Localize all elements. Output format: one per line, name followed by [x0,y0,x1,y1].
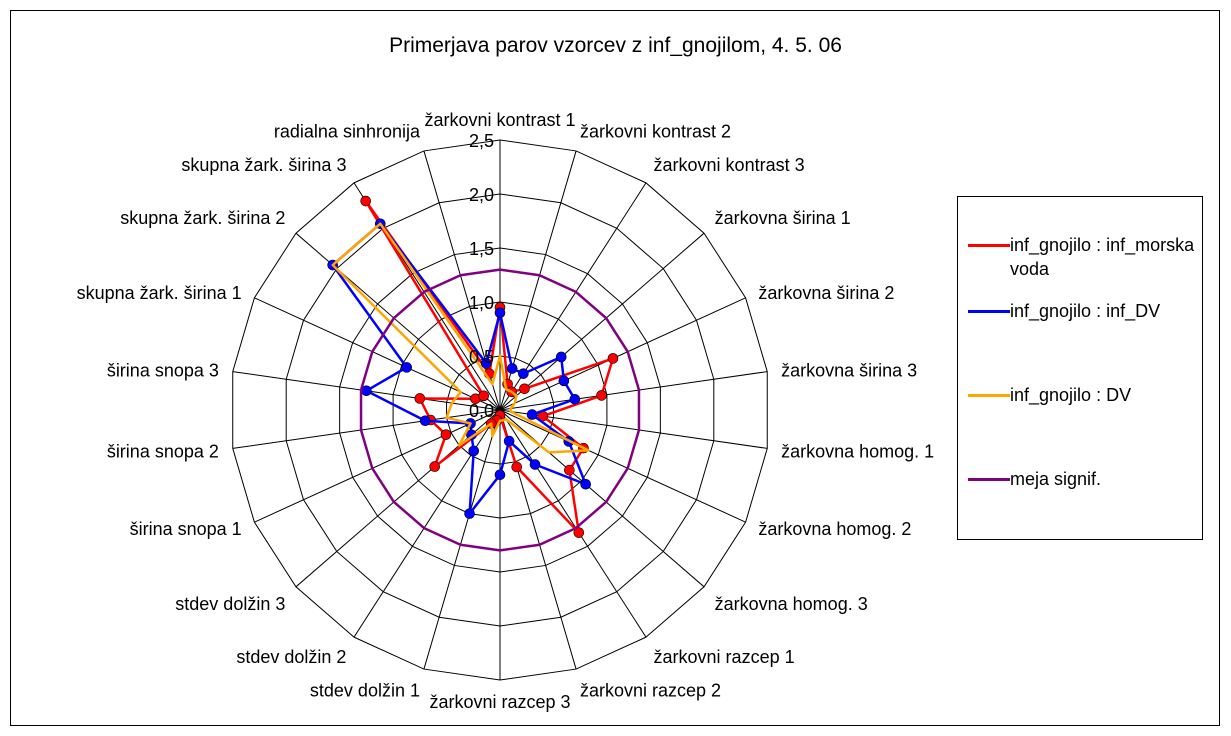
data-point [494,469,506,481]
category-label: žarkovna širina 2 [758,283,894,303]
category-label: žarkovna homog. 3 [715,594,868,614]
data-point [464,508,475,519]
data-point [526,409,538,420]
tick-label: 0,5 [469,347,494,367]
grid-spoke [499,371,768,411]
series-1 [360,195,619,538]
category-label: žarkovna homog. 2 [758,519,911,539]
series-3 [331,222,590,454]
category-label: žarkovni kontrast 2 [580,122,731,142]
tick-label: 0,0 [469,401,494,421]
data-point [511,461,523,473]
category-label: žarkovna širina 1 [715,208,851,228]
grid-spoke [295,232,501,411]
data-point [419,415,431,427]
category-label: žarkovni razcep 2 [580,680,721,700]
category-label: stdev dolžin 2 [236,647,346,667]
series-line [331,222,590,454]
legend-label: inf_gnojilo : inf_morska voda [1010,235,1195,279]
grid-spoke [353,409,501,638]
grid-spoke [254,409,501,523]
data-point [414,393,426,404]
data-point [401,362,412,373]
tick-labels: 0,0 0,5 1,0 1,5 2,0 2,5 [469,131,494,421]
grid-spoke [499,232,705,411]
data-point [468,445,480,457]
legend-item-series-3: inf_gnojilo : DV [968,383,1195,407]
grid-spoke [499,409,647,638]
data-point [518,368,529,379]
legend-swatch [968,310,1010,313]
data-point [529,459,541,470]
category-label: žarkovni kontrast 3 [654,155,805,175]
grid-spoke [423,409,501,670]
category-label: radialna sinhronija [274,122,421,142]
data-point [580,478,592,490]
grid-spoke [499,409,746,523]
category-label: širina snopa 1 [130,519,242,539]
legend-item-series-1: inf_gnojilo : inf_morska voda [968,233,1195,281]
data-point [429,461,441,472]
category-label: širina snopa 2 [107,441,219,461]
legend-label: inf_gnojilo : DV [1010,385,1132,405]
tick-label: 2,5 [469,131,494,151]
category-label: skupna žark. širina 3 [181,155,346,175]
grid-spoke [499,297,746,411]
data-point [478,390,489,402]
data-point [519,383,530,395]
data-point [569,393,581,405]
grid-spoke [499,409,705,588]
category-label: širina snopa 3 [107,361,219,381]
legend-swatch [968,244,1010,247]
data-point [555,351,567,363]
legend-label: meja signif. [1010,469,1102,489]
data-point [564,464,575,476]
data-point [360,195,372,207]
legend-swatch [968,478,1010,481]
data-point [558,375,570,387]
chart-title: Primerjava parov vzorcev z inf_gnojilom,… [389,34,842,57]
category-label: stdev dolžin 3 [175,594,285,614]
category-label: žarkovna homog. 1 [781,441,934,461]
grid-spoke [254,297,501,411]
category-label: skupna žark. širina 1 [77,283,242,303]
legend-label: inf_gnojilo : inf_DV [1010,301,1161,321]
series-2 [327,218,592,519]
series-layer [327,195,641,552]
data-point [481,358,492,369]
series-4 [359,268,641,552]
category-label: stdev dolžin 1 [310,680,420,700]
category-label: žarkovni razcep 3 [429,692,570,712]
data-point [494,307,506,319]
tick-label: 2,0 [469,185,494,205]
category-label: žarkovni razcep 1 [654,647,795,667]
legend-item-series-2: inf_gnojilo : inf_DV [968,299,1195,323]
data-point [503,435,515,447]
tick-label: 1,5 [469,239,494,259]
legend: inf_gnojilo : inf_morska voda inf_gnojil… [957,196,1203,540]
category-label: žarkovna širina 3 [781,361,917,381]
data-point [440,429,452,440]
data-point [506,363,518,374]
category-label: skupna žark. širina 2 [120,208,285,228]
tick-label: 1,0 [469,293,494,313]
data-point [573,527,585,538]
grid [232,139,768,681]
category-label: žarkovni kontrast 1 [424,110,575,130]
legend-item-series-4: meja signif. [968,467,1195,491]
data-point [596,390,607,401]
legend-swatch [968,394,1010,397]
grid-spoke [232,409,501,449]
series-line [359,268,641,552]
data-point [607,353,619,364]
